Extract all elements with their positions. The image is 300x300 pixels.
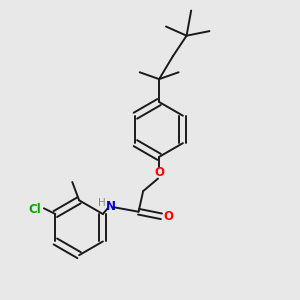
Text: O: O: [154, 167, 164, 179]
Text: H: H: [98, 198, 106, 208]
Text: O: O: [163, 210, 173, 223]
Text: N: N: [106, 200, 116, 212]
Text: Cl: Cl: [28, 203, 41, 216]
